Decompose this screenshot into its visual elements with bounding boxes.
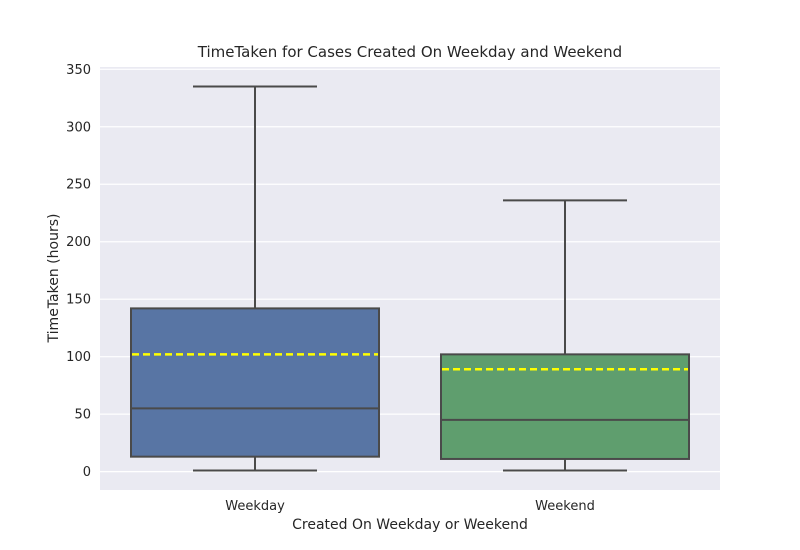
y-axis-label: TimeTaken (hours) bbox=[46, 214, 62, 344]
y-tick-label: 250 bbox=[66, 178, 91, 193]
x-tick-labels: Weekday Weekend bbox=[225, 499, 595, 514]
chart-title: TimeTaken for Cases Created On Weekday a… bbox=[197, 43, 622, 61]
y-tick-label: 200 bbox=[66, 235, 91, 250]
y-tick-label: 300 bbox=[66, 120, 91, 135]
box-iqr bbox=[440, 353, 690, 460]
y-tick-label: 0 bbox=[83, 465, 91, 480]
box-group-weekday bbox=[130, 85, 380, 472]
y-tick-label: 350 bbox=[66, 63, 91, 78]
y-tick-label: 150 bbox=[66, 293, 91, 308]
x-tick-label: Weekday bbox=[225, 499, 285, 514]
box-iqr bbox=[130, 307, 380, 458]
box-group-weekend bbox=[440, 199, 690, 472]
y-tick-label: 50 bbox=[74, 408, 91, 423]
x-axis-label: Created On Weekday or Weekend bbox=[292, 517, 528, 533]
y-tick-labels: 0 50 100 150 200 250 300 350 bbox=[66, 63, 91, 480]
boxes bbox=[130, 85, 690, 472]
y-tick-label: 100 bbox=[66, 350, 91, 365]
x-tick-label: Weekend bbox=[535, 499, 595, 514]
